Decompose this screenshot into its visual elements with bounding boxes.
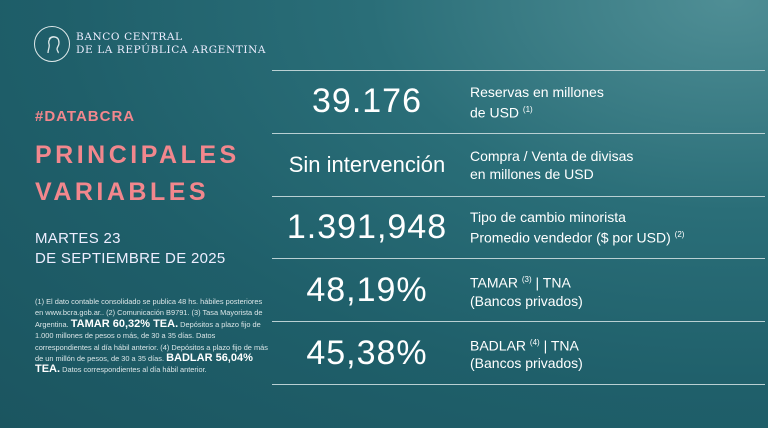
footnote-ref: (1) — [522, 104, 533, 114]
row-value: Sin intervención — [288, 151, 446, 177]
bank-name: BANCO CENTRAL DE LA REPÚBLICA ARGENTINA — [76, 31, 266, 57]
footnote-badlar: BADLAR 56,04% TEA. — [35, 352, 253, 376]
label-line2: (Bancos privados) — [470, 355, 583, 372]
label-line2: de USD — [470, 104, 523, 121]
footnote-text: Depósitos a plazo fijo de 1.000 millones… — [35, 319, 268, 364]
title-line1: PRINCIPALES — [35, 141, 240, 169]
row-exchange-rate: 1.391,948 Tipo de cambio minorista Promed… — [272, 197, 765, 260]
bcra-seal-icon — [34, 26, 70, 62]
row-value: 45,38% — [306, 333, 428, 372]
label-line1: Reservas en millones — [470, 83, 604, 100]
bank-name-line1: BANCO CENTRAL — [76, 31, 183, 43]
label-line2: (Bancos privados) — [470, 292, 583, 309]
row-value: 39.176 — [312, 82, 422, 121]
footnote-ref: (4) — [529, 337, 540, 347]
row-tamar: 48,19% TAMAR (3) | TNA (Bancos privados) — [272, 259, 765, 323]
label-suffix: | TNA — [539, 337, 579, 354]
row-reserves: 39.176 Reservas en millones de USD (1) — [272, 71, 765, 134]
row-label: Reservas en millones de USD (1) — [470, 83, 604, 122]
footnote-tamar: TAMAR 60,32% TEA. — [70, 317, 179, 330]
row-label: TAMAR (3) | TNA (Bancos privados) — [470, 271, 583, 310]
row-label: Compra / Venta de divisas en millones de … — [470, 147, 633, 183]
hashtag: #DATABCRA — [35, 108, 136, 125]
date-line1: MARTES 23 — [35, 230, 121, 247]
label-line1: BADLAR — [470, 337, 530, 354]
row-value: 1.391,948 — [286, 207, 448, 246]
footnote-text: (1) El dato contable consolidado se publ… — [35, 297, 263, 329]
page-title: PRINCIPALES VARIABLES — [35, 137, 240, 211]
footnote: (1) El dato contable consolidado se publ… — [35, 296, 270, 376]
title-line2: VARIABLES — [35, 178, 210, 206]
report-date: MARTES 23 DE SEPTIEMBRE DE 2025 — [35, 229, 226, 269]
label-line2: Promedio vendedor ($ por USD) — [470, 229, 675, 246]
row-value: 48,19% — [306, 270, 428, 309]
footnote-ref: (3) — [521, 274, 532, 284]
label-suffix: | TNA — [531, 274, 571, 291]
date-line2: DE SEPTIEMBRE DE 2025 — [35, 250, 226, 267]
bank-name-line2: DE LA REPÚBLICA ARGENTINA — [76, 44, 267, 56]
row-label: BADLAR (4) | TNA (Bancos privados) — [470, 334, 583, 373]
label-line1: TAMAR — [470, 274, 522, 291]
label-line2: en millones de USD — [470, 165, 594, 182]
row-label: Tipo de cambio minorista Promedio vendedo… — [470, 208, 684, 247]
label-line1: Compra / Venta de divisas — [470, 147, 634, 164]
variables-table: 39.176 Reservas en millones de USD (1) Si… — [272, 70, 765, 385]
footnote-ref: (2) — [674, 230, 685, 240]
footnote-text: Datos correspondientes al día hábil ante… — [60, 365, 207, 375]
bcra-logo: BANCO CENTRAL DE LA REPÚBLICA ARGENTINA — [34, 26, 266, 62]
row-fx-intervention: Sin intervención Compra / Venta de divis… — [272, 134, 765, 197]
label-line1: Tipo de cambio minorista — [470, 209, 626, 226]
row-badlar: 45,38% BADLAR (4) | TNA (Bancos privados) — [272, 322, 765, 385]
